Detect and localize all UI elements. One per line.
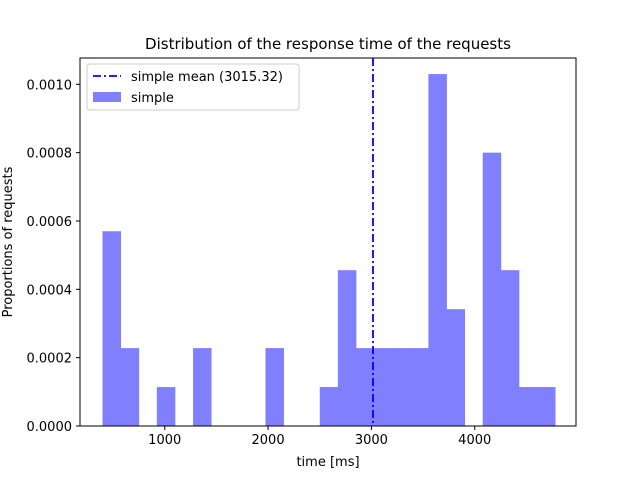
histogram-bar: [120, 348, 140, 426]
histogram-bars: [102, 74, 556, 427]
x-tick-label: 4000: [458, 433, 491, 448]
histogram-bar: [446, 309, 466, 426]
histogram-bar: [355, 348, 375, 426]
legend-mean-label: simple mean (3015.32): [131, 70, 283, 85]
histogram-bar: [410, 348, 429, 426]
y-tick-label: 0.0010: [27, 78, 73, 93]
plot-frame: [79, 57, 577, 427]
x-tick-label: 2000: [252, 433, 285, 448]
y-tick-label: 0.0006: [27, 215, 73, 230]
histogram-bar: [500, 270, 520, 426]
x-tick-label: 3000: [355, 433, 388, 448]
histogram-bar: [319, 387, 339, 426]
histogram-bar: [428, 74, 447, 427]
histogram-bar: [537, 387, 556, 426]
y-tick-label: 0.0000: [27, 420, 73, 435]
histogram-bar: [156, 387, 176, 426]
histogram-bar: [392, 348, 411, 426]
x-axis-ticks: 1000 2000 3000 4000: [148, 426, 491, 448]
y-tick-label: 0.0008: [27, 147, 73, 162]
legend-hist-swatch: [93, 92, 121, 102]
x-tick-label: 1000: [148, 433, 181, 448]
legend-box: [86, 63, 300, 111]
histogram-bar: [265, 348, 284, 426]
y-axis-ticks: 0.0000 0.0002 0.0004 0.0006 0.0008 0.0010: [27, 78, 80, 435]
histogram-bar: [193, 348, 212, 426]
chart-title: Distribution of the response time of the…: [145, 35, 511, 53]
legend-hist-label: simple: [131, 91, 174, 106]
histogram-bar: [482, 152, 502, 426]
y-axis-label: Proportions of requests: [1, 166, 16, 317]
histogram-bar: [337, 270, 357, 426]
y-tick-label: 0.0002: [27, 352, 73, 367]
histogram-bar: [518, 387, 538, 426]
y-tick-label: 0.0004: [27, 283, 73, 298]
x-axis-label: time [ms]: [296, 455, 359, 470]
histogram-bar: [102, 231, 122, 426]
legend: simple mean (3015.32) simple: [86, 63, 300, 111]
histogram-bar: [374, 348, 393, 426]
